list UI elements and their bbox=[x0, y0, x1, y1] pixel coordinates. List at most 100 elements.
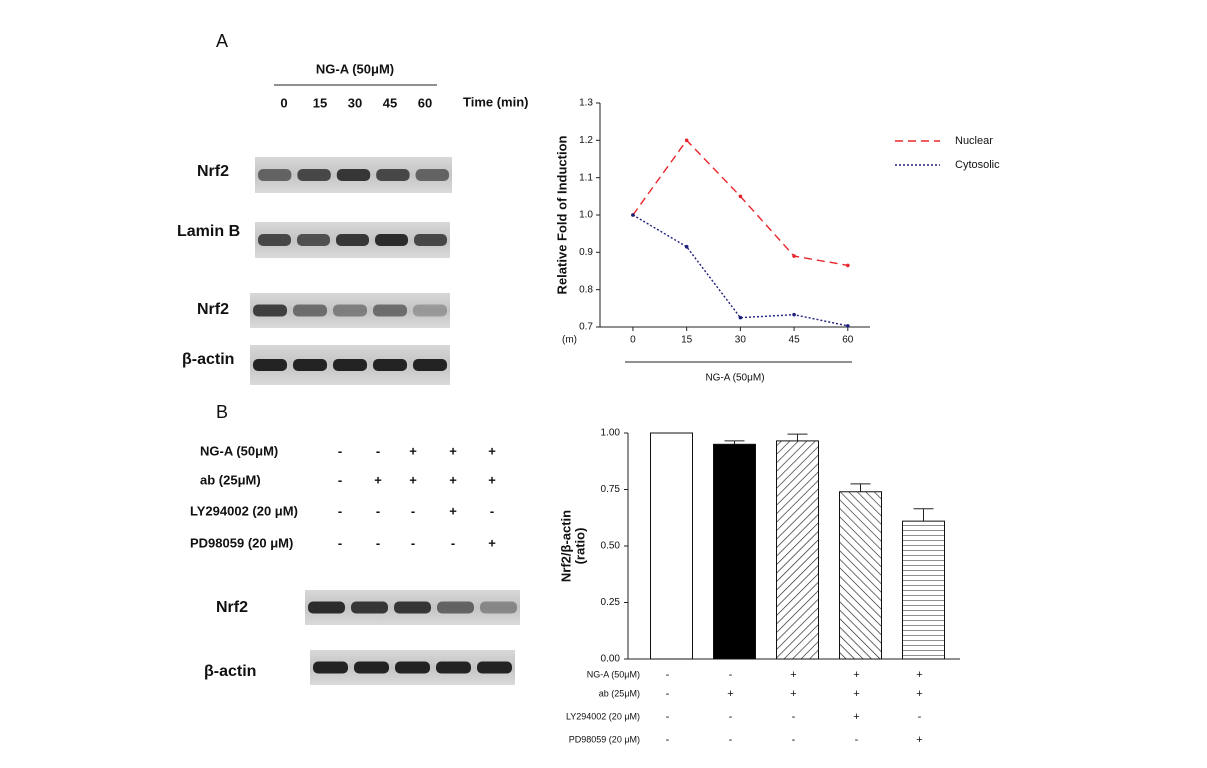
x-tick-label: 0 bbox=[630, 335, 636, 346]
condition-sign: - bbox=[729, 711, 733, 723]
blot-band bbox=[293, 304, 327, 317]
bar bbox=[839, 491, 882, 660]
bar bbox=[902, 520, 945, 660]
condition-sign: + bbox=[853, 669, 859, 681]
bar bbox=[650, 432, 693, 660]
blot-band bbox=[394, 601, 431, 614]
panel-label: A bbox=[216, 31, 228, 51]
point bbox=[738, 194, 743, 199]
y-label: (ratio) bbox=[572, 528, 587, 565]
point bbox=[684, 138, 689, 143]
time-point: 30 bbox=[348, 95, 362, 110]
condition-sign: + bbox=[916, 734, 922, 746]
y-tick-label: 0.8 bbox=[579, 284, 593, 295]
point bbox=[845, 324, 850, 328]
condition-sign: - bbox=[338, 535, 342, 550]
legend-label: Nuclear bbox=[955, 135, 993, 147]
blot-band bbox=[258, 234, 291, 246]
point bbox=[792, 254, 796, 258]
blot-label: Nrf2 bbox=[197, 301, 229, 318]
condition-label: ab (25μM) bbox=[599, 688, 640, 698]
condition-sign: + bbox=[488, 472, 496, 487]
condition-sign: + bbox=[916, 688, 922, 700]
condition-sign: - bbox=[376, 535, 380, 550]
blot-band bbox=[376, 169, 410, 181]
condition-sign: + bbox=[409, 472, 417, 487]
condition-sign: - bbox=[792, 734, 796, 746]
condition-sign: - bbox=[792, 711, 796, 723]
condition-sign: - bbox=[666, 688, 670, 700]
blot-label: Nrf2 bbox=[197, 163, 229, 180]
blot-band bbox=[413, 304, 447, 317]
y-tick-label: 0.00 bbox=[601, 654, 621, 665]
condition-sign: + bbox=[449, 503, 457, 518]
blot-band bbox=[480, 601, 517, 614]
condition-sign: - bbox=[666, 734, 670, 746]
point bbox=[738, 315, 743, 320]
y-tick-label: 0.75 bbox=[601, 484, 621, 495]
blot-label: Nrf2 bbox=[216, 599, 248, 616]
blot-band bbox=[258, 169, 292, 181]
y-tick-label: 1.2 bbox=[579, 135, 593, 146]
y-tick-label: 0.50 bbox=[601, 541, 621, 552]
condition-sign: + bbox=[727, 688, 733, 700]
y-tick-label: 0.25 bbox=[601, 597, 621, 608]
condition-label: ab (25μM) bbox=[200, 472, 261, 487]
condition-label: PD98059 (20 μM) bbox=[569, 734, 640, 744]
condition-sign: + bbox=[449, 443, 457, 458]
condition-sign: - bbox=[666, 711, 670, 723]
blot-band bbox=[373, 304, 407, 317]
condition-sign: - bbox=[918, 711, 922, 723]
point bbox=[684, 244, 689, 249]
condition-sign: - bbox=[376, 503, 380, 518]
condition-sign: + bbox=[790, 688, 796, 700]
x-unit: (m) bbox=[562, 335, 577, 346]
series-line bbox=[632, 214, 848, 327]
y-label: Relative Fold of Induction bbox=[554, 135, 569, 294]
blot-band bbox=[414, 234, 447, 246]
time-point: 60 bbox=[418, 95, 432, 110]
condition-sign: + bbox=[916, 669, 922, 681]
condition-sign: - bbox=[376, 443, 380, 458]
blot-band bbox=[253, 359, 287, 371]
blot-band bbox=[413, 359, 447, 371]
y-tick-label: 1.3 bbox=[579, 98, 593, 109]
condition-sign: + bbox=[853, 688, 859, 700]
series-line bbox=[632, 139, 848, 267]
bar bbox=[713, 443, 756, 660]
condition-label: LY294002 (20 μM) bbox=[566, 711, 640, 721]
x-tick-label: 60 bbox=[842, 335, 854, 346]
y-tick-label: 1.0 bbox=[579, 210, 593, 221]
condition-sign: + bbox=[449, 472, 457, 487]
condition-sign: - bbox=[338, 472, 342, 487]
condition-sign: + bbox=[374, 472, 382, 487]
time-point: 45 bbox=[383, 95, 397, 110]
condition-sign: - bbox=[855, 734, 859, 746]
x-tick-label: 45 bbox=[789, 335, 801, 346]
condition-sign: - bbox=[490, 503, 494, 518]
blot-band bbox=[293, 359, 327, 371]
x-caption: NG-A (50μM) bbox=[705, 373, 764, 384]
condition-sign: - bbox=[729, 734, 733, 746]
blot-label: β-actin bbox=[204, 663, 256, 680]
condition-sign: - bbox=[338, 503, 342, 518]
condition-sign: + bbox=[853, 711, 859, 723]
time-point: 15 bbox=[313, 95, 327, 110]
blot-band bbox=[437, 601, 474, 614]
blot-label: β-actin bbox=[182, 351, 234, 368]
y-tick-label: 1.00 bbox=[601, 428, 621, 439]
y-label: Nrf2/β-actin bbox=[558, 510, 573, 582]
condition-sign: + bbox=[488, 535, 496, 550]
panel-label: B bbox=[216, 402, 228, 422]
condition-sign: - bbox=[338, 443, 342, 458]
blot-band bbox=[297, 234, 330, 246]
condition-sign: - bbox=[666, 669, 670, 681]
blot-band bbox=[333, 304, 367, 317]
blot-label: Lamin B bbox=[177, 223, 240, 240]
y-tick-label: 0.7 bbox=[579, 322, 593, 333]
blot-band bbox=[395, 661, 430, 674]
legend-label: Cytosolic bbox=[955, 159, 1000, 171]
condition-sign: + bbox=[790, 669, 796, 681]
x-tick-label: 15 bbox=[681, 335, 693, 346]
blot-band bbox=[253, 304, 287, 317]
